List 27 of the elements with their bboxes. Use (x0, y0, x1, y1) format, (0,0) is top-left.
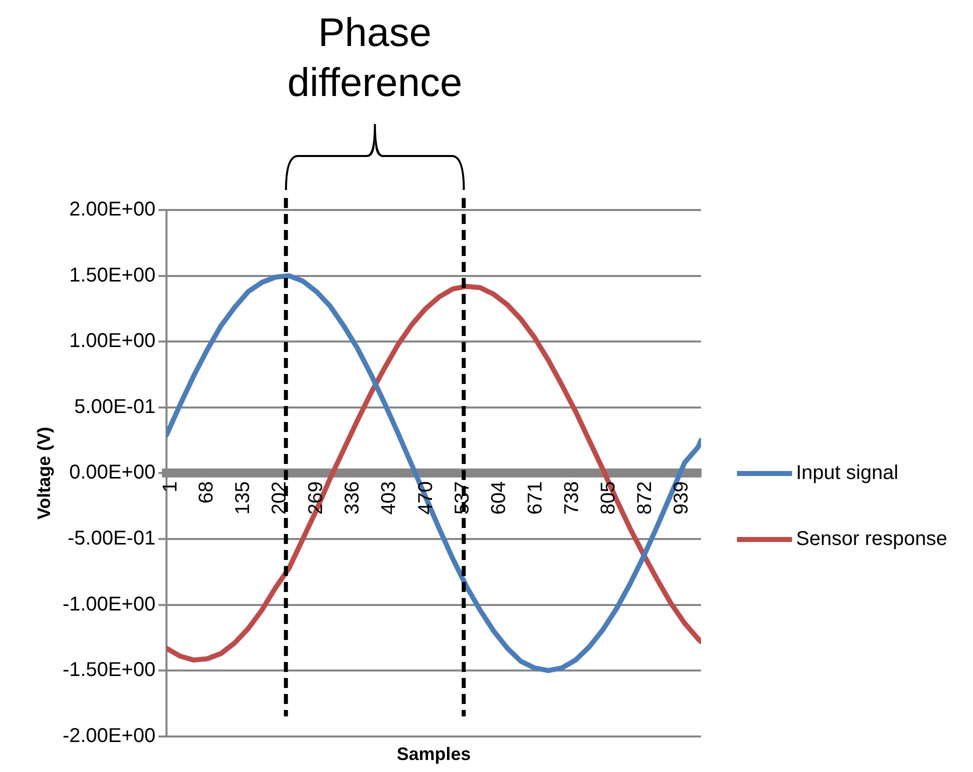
y-tick-label: -2.00E+00 (62, 724, 156, 747)
x-tick-label: 269 (305, 481, 328, 515)
x-tick-label: 470 (414, 481, 437, 515)
x-tick-label: 872 (634, 481, 656, 515)
y-tick-label: 2.00E+00 (69, 198, 156, 221)
y-axis-title: Voltage (V) (34, 426, 54, 520)
y-tick-label: 5.00E-01 (74, 396, 156, 418)
y-tick-label: 0.00E+00 (69, 462, 156, 484)
x-tick-label: 805 (598, 481, 620, 515)
y-tick-label: -5.00E-01 (68, 528, 156, 550)
x-tick-label: 1 (159, 481, 182, 492)
y-tick-label: -1.00E+00 (62, 593, 156, 616)
y-tick-label: -1.50E+00 (62, 659, 156, 682)
text: Phase difference (286, 10, 464, 107)
y-tick-label: 1.00E+00 (69, 330, 156, 352)
legend-label: Sensor response (796, 528, 948, 550)
legend-label: Input signal (796, 462, 898, 484)
x-tick-label: 604 (488, 481, 510, 515)
x-tick-label: 939 (670, 481, 693, 515)
x-tick-label: 671 (524, 481, 546, 515)
x-tick-label: 68 (195, 481, 218, 504)
x-tick-label: 738 (560, 481, 583, 515)
y-tick-label: 1.50E+00 (69, 264, 156, 286)
x-tick-label: 403 (378, 481, 400, 515)
x-axis-title: Samples (396, 744, 471, 764)
x-tick-label: 135 (232, 481, 254, 515)
x-tick-label: 336 (342, 481, 364, 515)
